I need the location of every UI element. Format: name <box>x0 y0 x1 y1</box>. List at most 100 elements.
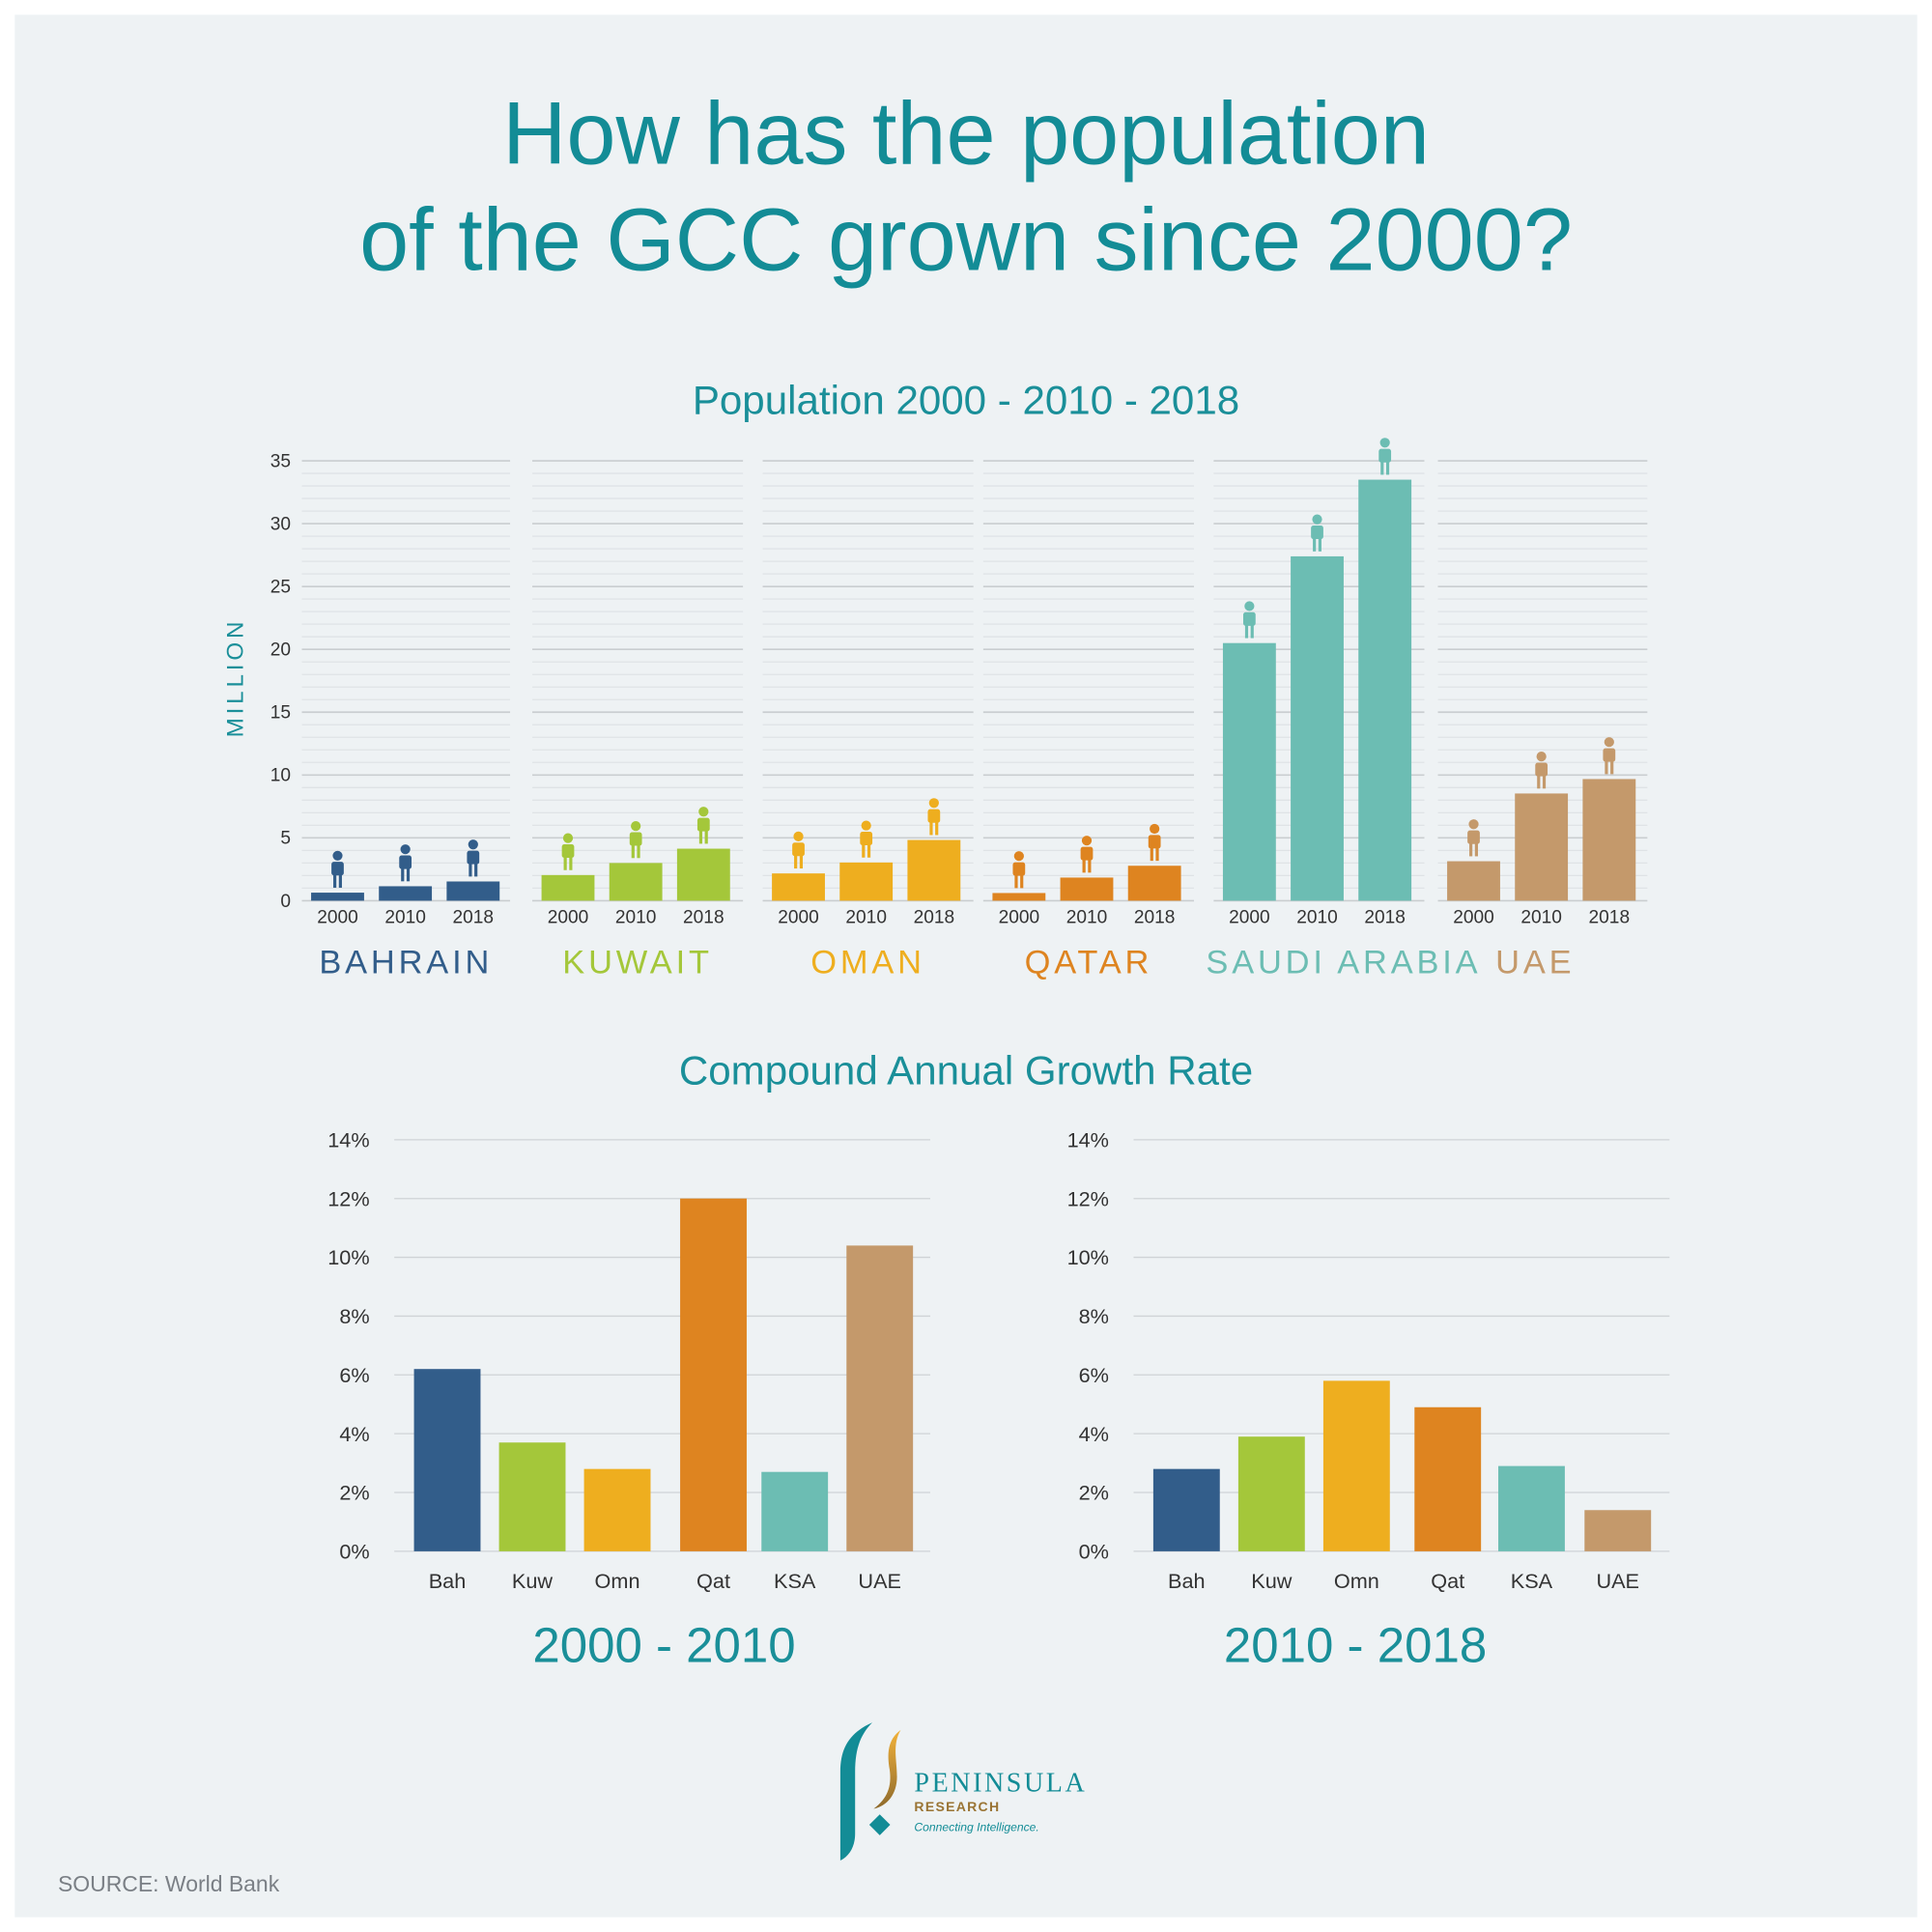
y-tick-label: 14% <box>327 1127 369 1151</box>
page-title: How has the population of the GCC grown … <box>0 81 1932 293</box>
bar-oman-2018 <box>907 839 961 901</box>
person-icon-leg <box>1537 775 1541 789</box>
bar-qat <box>680 1198 747 1551</box>
y-tick-label: 8% <box>339 1304 369 1328</box>
x-tick-label: 2018 <box>453 907 495 927</box>
y-tick-label: 2% <box>339 1481 369 1505</box>
person-icon <box>698 807 709 817</box>
x-tick-label: 2018 <box>914 907 955 927</box>
y-tick-label: 30 <box>270 514 291 534</box>
person-icon-leg <box>406 867 411 882</box>
bar-saudi-arabia-2018 <box>1358 479 1412 901</box>
person-icon <box>332 850 343 861</box>
logo-tagline: Connecting Intelligence. <box>914 1821 1039 1835</box>
bar-uae <box>1584 1510 1652 1551</box>
x-tick-label: 2000 <box>778 907 819 927</box>
cagr-chart-title: Compound Annual Growth Rate <box>678 1047 1254 1094</box>
bar-oman-2000 <box>772 873 825 901</box>
y-tick-label: 25 <box>270 578 291 598</box>
y-tick-label: 6% <box>339 1363 369 1387</box>
x-tick-label: Kuw <box>512 1569 554 1593</box>
bar-qatar-2000 <box>992 893 1046 901</box>
y-tick-label: 10% <box>1067 1245 1109 1269</box>
person-icon-leg <box>1474 842 1478 857</box>
bar-kuw <box>498 1442 566 1551</box>
country-label: SAUDI ARABIA <box>1206 945 1481 981</box>
person-icon-body <box>1535 762 1548 777</box>
bar-bah <box>413 1369 481 1551</box>
y-tick-label: 14% <box>1067 1127 1109 1151</box>
bar-uae-2018 <box>1582 779 1636 901</box>
y-tick-label: 35 <box>270 451 291 471</box>
bar-kuwait-2010 <box>609 863 663 901</box>
peninsula-logo-mark <box>838 1722 912 1864</box>
bar-bah <box>1152 1468 1220 1551</box>
y-tick-label: 8% <box>1079 1304 1109 1328</box>
person-icon-leg <box>862 843 866 858</box>
x-tick-label: 2000 <box>999 907 1040 927</box>
x-tick-label: 2018 <box>1134 907 1176 927</box>
country-label: UAE <box>1495 945 1575 981</box>
y-axis-label: MILLION <box>222 618 248 738</box>
title-line-1: How has the population <box>502 85 1430 185</box>
bar-kuw <box>1237 1436 1305 1551</box>
person-icon-body <box>399 855 412 869</box>
person-icon-leg <box>799 855 803 869</box>
population-chart-title: Population 2000 - 2010 - 2018 <box>692 377 1240 423</box>
person-icon-body <box>1080 846 1094 861</box>
logo-icon <box>839 1722 901 1861</box>
y-tick-label: 15 <box>270 703 291 724</box>
person-icon-body <box>860 831 873 845</box>
person-icon-leg <box>1610 760 1614 775</box>
person-icon <box>1244 601 1255 611</box>
person-icon-leg <box>637 844 640 859</box>
person-icon-leg <box>1082 859 1086 873</box>
person-icon <box>1536 752 1547 762</box>
bar-uae-2010 <box>1515 793 1569 901</box>
person-icon <box>1081 836 1093 846</box>
person-icon-leg <box>1014 874 1018 889</box>
country-label: KUWAIT <box>562 945 713 981</box>
bar-kuwait-2018 <box>676 848 730 901</box>
logo-name: PENINSULA <box>914 1767 1088 1798</box>
person-icon-leg <box>1385 461 1390 475</box>
person-icon <box>1379 438 1390 448</box>
person-icon-leg <box>1088 859 1092 873</box>
person-icon-leg <box>867 843 871 858</box>
person-icon-body <box>1148 835 1161 849</box>
person-icon-body <box>331 862 344 876</box>
bar-uae-2000 <box>1447 861 1500 901</box>
x-tick-label: Qat <box>1431 1569 1464 1593</box>
person-icon-body <box>467 850 480 865</box>
person-icon-leg <box>1244 624 1249 639</box>
y-tick-label: 20 <box>270 640 291 661</box>
person-icon-leg <box>333 873 337 888</box>
person-icon-leg <box>631 844 635 859</box>
x-tick-label: Bah <box>1168 1569 1206 1593</box>
x-tick-label: 2000 <box>1229 907 1270 927</box>
bar-bahrain-2018 <box>446 881 500 901</box>
x-tick-label: 2018 <box>683 907 724 927</box>
bar-ksa <box>761 1471 829 1551</box>
person-icon-body <box>1311 526 1323 540</box>
x-tick-label: Kuw <box>1251 1569 1293 1593</box>
person-icon <box>400 844 411 855</box>
person-icon <box>562 833 574 843</box>
person-icon-leg <box>1380 461 1384 475</box>
y-tick-label: 10 <box>270 766 291 786</box>
person-icon <box>1312 514 1322 525</box>
person-icon-body <box>792 842 805 857</box>
person-icon <box>1604 737 1614 748</box>
person-icon-body <box>927 809 941 823</box>
y-tick-label: 4% <box>339 1422 369 1446</box>
y-tick-label: 6% <box>1079 1363 1109 1387</box>
y-tick-label: 0 <box>280 892 291 912</box>
x-tick-label: 2018 <box>1589 907 1631 927</box>
person-icon-body <box>1603 748 1616 762</box>
person-icon-leg <box>1020 874 1024 889</box>
period-label-2010-2018: 2010 - 2018 <box>1223 1619 1488 1674</box>
y-tick-label: 12% <box>1067 1186 1109 1210</box>
person-icon-body <box>696 817 710 832</box>
x-tick-label: UAE <box>1596 1569 1639 1593</box>
